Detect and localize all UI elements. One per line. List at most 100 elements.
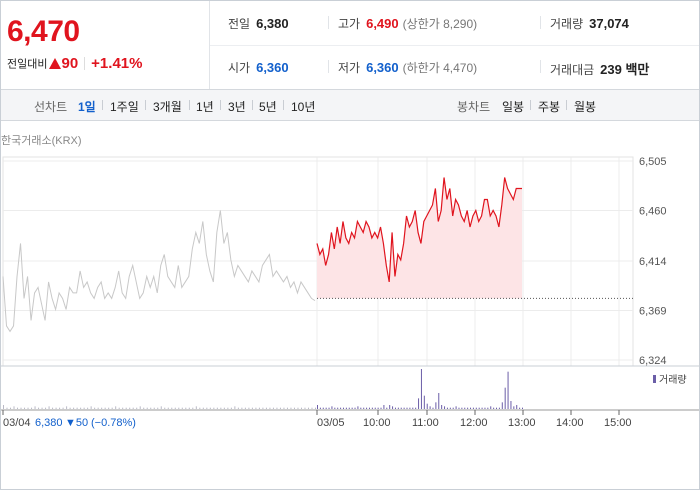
volume-bar — [27, 407, 29, 409]
period-3y[interactable]: 3년 — [228, 100, 246, 114]
volume-bar — [90, 406, 92, 409]
volume-bar — [262, 407, 264, 409]
stat-trade-value: 거래대금 239 백만 — [539, 59, 650, 78]
y-tick-label: 6,460 — [639, 205, 667, 217]
chart-toolbar: 선차트 1일 1주일 3개월 1년 3년 5년 10년 봉차트 일봉 주봉 월봉 — [1, 90, 699, 121]
divider — [283, 100, 284, 110]
divider — [220, 100, 221, 110]
volume-bar — [409, 407, 411, 409]
volume-bar — [230, 407, 232, 409]
divider — [189, 100, 190, 110]
volume-bar — [45, 407, 47, 409]
period-1d[interactable]: 1일 — [78, 100, 96, 114]
volume-bar — [311, 407, 313, 409]
x-tick-label: 03/05 — [317, 417, 345, 429]
candle-daily[interactable]: 일봉 — [502, 100, 525, 114]
volume-bar — [420, 369, 422, 409]
volume-bar — [248, 407, 250, 409]
volume-bar — [449, 407, 451, 409]
period-1w[interactable]: 1주일 — [110, 100, 139, 114]
volume-bar — [164, 407, 166, 409]
volume-bar — [386, 407, 388, 409]
volume-bar — [223, 407, 225, 409]
volume-bar — [178, 407, 180, 409]
volume-bar — [185, 407, 187, 409]
period-10y[interactable]: 10년 — [291, 100, 316, 114]
volume-bar — [371, 407, 373, 409]
volume-bar — [435, 402, 437, 409]
price-chart: 6,505 6,460 6,414 6,369 6,324 거래량 03/05 10:00 11… — [1, 156, 699, 429]
change-pct: +1.41% — [91, 55, 143, 72]
volume-bar — [458, 407, 460, 409]
change-row: 전일대비 90 +1.41% — [7, 55, 142, 72]
volume-bar — [41, 407, 43, 409]
volume-bar — [272, 407, 274, 409]
candle-chart-label: 봉차트 — [457, 100, 491, 114]
volume-bar — [412, 407, 414, 409]
stats-row-1: 전일 6,380 고가 6,490 (상한가 8,290) 거래량 37,074 — [210, 1, 699, 46]
volume-bar — [125, 407, 127, 409]
stat-sub: (하한가 4,470) — [402, 61, 478, 75]
volume-bar — [265, 407, 267, 409]
stat-prev-close: 전일 6,380 — [228, 15, 289, 32]
period-5y[interactable]: 5년 — [259, 100, 277, 114]
volume-bar — [478, 407, 480, 409]
volume-bar — [293, 407, 295, 409]
volume-bar — [484, 407, 486, 409]
prev-day-date: 03/04 — [3, 417, 31, 429]
volume-bar — [206, 407, 208, 409]
prev-day-pct: (−0.78%) — [91, 417, 136, 429]
volume-bar — [48, 406, 50, 409]
volume-bar — [216, 407, 218, 409]
volume-bar — [150, 407, 152, 409]
volume-bar — [160, 406, 162, 409]
volume-bar — [52, 407, 54, 409]
volume-bar — [360, 407, 362, 409]
volume-bar — [426, 403, 428, 409]
volume-bar — [38, 407, 40, 409]
volume-bar — [108, 407, 110, 409]
volume-bar — [394, 407, 396, 409]
volume-bar — [423, 395, 425, 409]
volume-bar — [17, 407, 19, 409]
prev-day-price: 6,380 — [35, 417, 63, 429]
volume-bar — [143, 407, 145, 409]
stat-key: 거래량 — [550, 17, 584, 31]
volume-bar — [481, 407, 483, 409]
candle-weekly[interactable]: 주봉 — [538, 100, 561, 114]
volume-bar — [470, 407, 472, 409]
volume-bar — [192, 407, 194, 409]
stat-key: 고가 — [338, 17, 361, 31]
volume-bar — [188, 407, 190, 409]
volume-bar — [73, 407, 75, 409]
volume-bar — [345, 407, 347, 409]
volume-bar — [10, 407, 12, 409]
volume-bar — [368, 407, 370, 409]
quote-header: 6,470 전일대비 90 +1.41% 전일 6,380 고가 6,490 (상한가 8… — [1, 1, 699, 90]
volume-bar — [136, 407, 138, 409]
period-1y[interactable]: 1년 — [196, 100, 214, 114]
series-today-line — [316, 177, 522, 283]
volume-bar — [20, 407, 22, 409]
period-3m[interactable]: 3개월 — [153, 100, 182, 114]
volume-bar — [24, 407, 26, 409]
volume-bar — [397, 407, 399, 409]
volume-bar — [348, 407, 350, 409]
volume-bar — [241, 407, 243, 409]
stat-low: 저가 6,360 (하한가 4,470) — [327, 59, 478, 76]
volume-bar — [118, 407, 120, 409]
volume-bar — [472, 407, 474, 409]
volume-bar — [519, 407, 521, 409]
volume-bar — [334, 407, 336, 409]
x-tick-label: 14:00 — [556, 417, 584, 429]
volume-bar — [6, 407, 8, 409]
volume-bar — [66, 406, 68, 409]
prev-day-change: ▼50 — [65, 417, 88, 429]
volume-bar — [363, 407, 365, 409]
volume-bar — [328, 407, 330, 409]
stat-value: 239 백만 — [600, 62, 650, 77]
volume-bar — [213, 407, 215, 409]
volume-bar — [455, 406, 457, 409]
volume-bar — [167, 407, 169, 409]
candle-monthly[interactable]: 월봉 — [574, 100, 597, 114]
